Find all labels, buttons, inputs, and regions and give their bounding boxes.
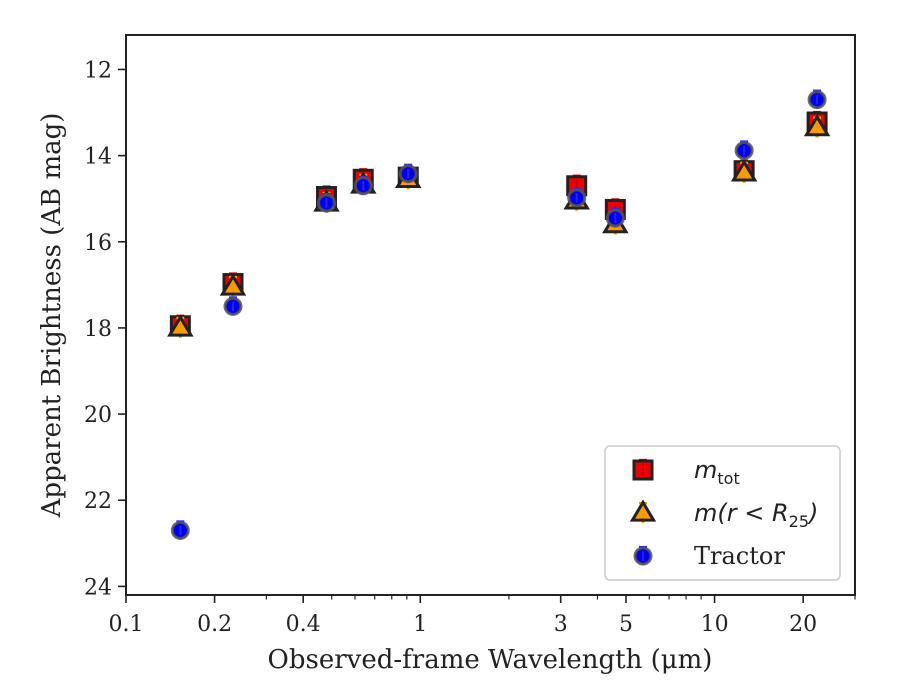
data-point xyxy=(605,208,625,228)
y-tick-label: 20 xyxy=(84,403,112,428)
x-tick-label: 0.2 xyxy=(197,612,232,637)
data-point xyxy=(167,314,194,338)
legend-marker xyxy=(629,499,657,523)
series-0 xyxy=(169,110,828,337)
x-tick-label: 5 xyxy=(619,612,633,637)
data-point xyxy=(567,187,587,208)
x-tick-label: 0.4 xyxy=(286,612,321,637)
data-point xyxy=(734,140,754,160)
data-point xyxy=(219,273,247,297)
data-point xyxy=(223,296,243,316)
data-point xyxy=(316,192,336,213)
y-tick-label: 14 xyxy=(84,145,112,170)
data-point xyxy=(807,89,827,110)
y-tick-label: 16 xyxy=(84,231,112,256)
legend-label: Tractor xyxy=(694,542,785,570)
legend-label: mtot xyxy=(694,456,740,488)
x-tick-label: 0.1 xyxy=(109,612,144,637)
y-tick-label: 22 xyxy=(84,489,112,514)
data-series xyxy=(167,89,831,540)
series-2 xyxy=(170,89,827,540)
x-tick-label: 10 xyxy=(701,612,729,637)
x-axis: 0.1 0.2 0.4 1 3 5 10 20 xyxy=(109,595,856,637)
plot-frame xyxy=(125,34,856,596)
y-tick-label: 12 xyxy=(84,58,112,83)
y-tick-label: 24 xyxy=(84,575,112,600)
x-tick-label: 3 xyxy=(554,612,568,637)
data-point xyxy=(353,175,373,196)
data-point xyxy=(730,159,758,183)
y-tick-label: 18 xyxy=(84,317,112,342)
series-1 xyxy=(167,114,831,338)
legend: mtot m(r < R25) Tractor xyxy=(604,445,841,581)
x-axis-label: Observed-frame Wavelength (μm) xyxy=(268,645,713,675)
legend-marker xyxy=(633,545,653,566)
legend-box xyxy=(604,445,841,581)
x-tick-label: 20 xyxy=(789,612,817,637)
x-tick-label: 1 xyxy=(413,612,427,637)
y-axis: 12 14 16 18 20 22 24 xyxy=(84,58,126,600)
legend-marker xyxy=(632,458,654,481)
legend-label: m(r < R25) xyxy=(694,499,818,531)
data-point xyxy=(803,114,831,138)
data-point xyxy=(398,163,418,184)
data-point xyxy=(170,520,190,540)
y-axis-label: Apparent Brightness (AB mag) xyxy=(37,113,67,519)
